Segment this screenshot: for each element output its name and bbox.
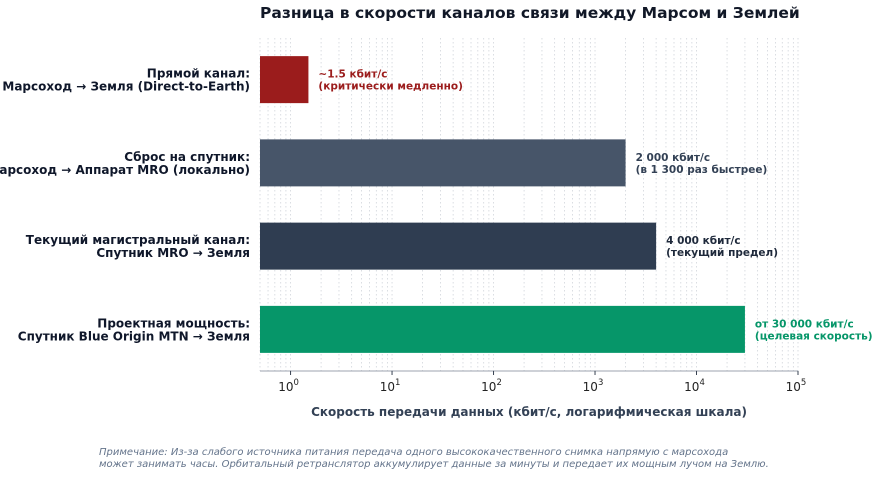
data-labels: ~1.5 кбит/с(критически медленно) 2 000 кб… [318, 69, 872, 343]
x-axis-label: Скорость передачи данных (кбит/с, логари… [311, 405, 747, 419]
bar [260, 305, 745, 353]
data-label-line1: 2 000 кбит/с [636, 152, 711, 164]
bars [260, 56, 745, 353]
tick-label: 103 [583, 378, 604, 394]
tick-label: 104 [684, 378, 705, 394]
bar [260, 222, 657, 270]
category-label-line2: Марсоход → Земля (Direct-to-Earth) [2, 80, 250, 94]
tick-label: 105 [786, 378, 807, 394]
category-label-line1: Сброс на спутник: [124, 150, 250, 164]
chart-title: Разница в скорости каналов связи между М… [260, 4, 800, 22]
tick-label: 101 [380, 378, 401, 394]
data-label-line1: от 30 000 кбит/с [755, 318, 854, 330]
data-label-line2: (целевая скорость) [755, 330, 873, 342]
bar [260, 139, 626, 187]
data-label-line1: ~1.5 кбит/с [318, 69, 387, 81]
data-label-line2: (текущий предел) [666, 247, 778, 259]
category-labels: Прямой канал:Марсоход → Земля (Direct-to… [0, 67, 250, 344]
tick-label: 100 [278, 378, 299, 394]
category-label-line2: Марсоход → Аппарат MRO (локально) [0, 163, 250, 177]
tick-label: 102 [481, 378, 502, 394]
category-label-line1: Прямой канал: [147, 67, 250, 81]
category-label-line1: Текущий магистральный канал: [26, 233, 250, 247]
footnote-line-1: Примечание: Из-за слабого источника пита… [99, 447, 729, 458]
footnote: Примечание: Из-за слабого источника пита… [99, 447, 839, 471]
data-label-line2: (критически медленно) [318, 81, 462, 93]
x-axis-ticks: 100 101 102 103 104 105 [278, 371, 806, 394]
category-label-line2: Спутник Blue Origin MTN → Земля [18, 329, 250, 343]
data-label-line2: (в 1 300 раз быстрее) [636, 164, 768, 176]
footnote-line-2: может занимать часы. Орбитальный ретранс… [99, 459, 769, 470]
category-label-line1: Проектная мощность: [97, 316, 250, 330]
bar [260, 56, 309, 104]
category-label-line2: Спутник MRO → Земля [96, 246, 250, 260]
data-label-line1: 4 000 кбит/с [666, 235, 741, 247]
